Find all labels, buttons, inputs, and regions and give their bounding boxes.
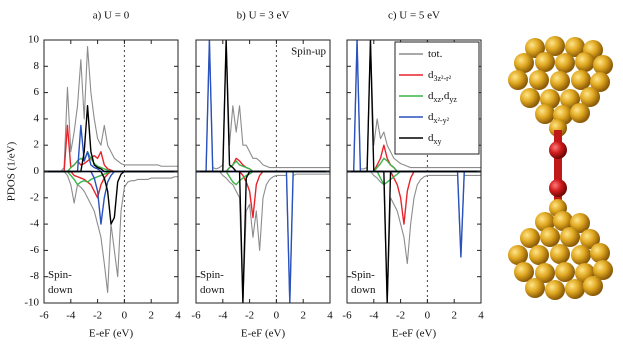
x-tick-label: 4	[327, 310, 333, 322]
x-tick-label: -4	[218, 310, 228, 322]
x-axis-label: E-eF (eV)	[392, 328, 437, 340]
pdos-line	[196, 40, 330, 173]
pdos-line	[44, 170, 178, 225]
x-tick-label: 2	[148, 310, 154, 322]
pdos-line	[196, 170, 330, 303]
x-tick-label: -2	[245, 310, 254, 322]
y-tick-label: -6	[30, 244, 40, 256]
pdos-line	[196, 160, 330, 173]
spin-down-label: Spin-down	[351, 269, 376, 296]
panel: -6 -4 -2 0 2 4 c) U = 5 eV E-eF (eV) Spin-down to…	[342, 10, 484, 340]
legend-label: d3z²-r²	[428, 69, 452, 84]
panel: -6 -4 -2 0 2 4 b) U = 3 eV E-eF (eV) Spin-up Spin…	[191, 10, 333, 340]
y-tick-label: 0	[34, 165, 40, 177]
x-tick-label: -6	[39, 310, 49, 322]
x-tick-label: 0	[274, 310, 280, 322]
y-tick-label: -4	[30, 218, 40, 230]
panel-title: a) U = 0	[93, 10, 130, 22]
x-axis-label: E-eF (eV)	[241, 328, 286, 340]
pdos-line	[347, 170, 481, 303]
x-tick-label: 0	[122, 310, 128, 322]
y-tick-label: -8	[30, 270, 40, 282]
pdos-line	[347, 170, 481, 186]
spin-down-label: Spin-down	[200, 269, 225, 296]
legend-label: dxz,dyz	[428, 90, 457, 105]
y-tick-label: 10	[28, 34, 40, 46]
y-tick-label: -10	[24, 297, 39, 309]
x-tick-label: -4	[66, 310, 76, 322]
pdos-line	[196, 40, 330, 173]
pdos-line	[347, 170, 481, 258]
pdos-line	[44, 170, 178, 225]
legend-label: dxy	[428, 132, 442, 147]
y-tick-label: 6	[34, 86, 40, 98]
legend: tot. d3z²-r² dxz,dyz dx²-y² dxy	[394, 41, 480, 155]
pdos-line	[196, 40, 330, 173]
y-axis-label: PDOS (1/eV)	[6, 141, 18, 201]
y-tick-label: -2	[30, 191, 39, 203]
panel-title: b) U = 3 eV	[237, 10, 290, 22]
plot-area	[196, 40, 330, 303]
pdos-line	[44, 46, 178, 173]
y-tick-label: 4	[34, 112, 40, 124]
x-tick-label: 2	[300, 310, 306, 322]
x-axis-label: E-eF (eV)	[89, 328, 134, 340]
x-tick-label: -2	[93, 310, 102, 322]
x-tick-label: -6	[191, 310, 201, 322]
plot-area	[347, 40, 481, 303]
y-tick-label: 8	[34, 60, 40, 72]
x-tick-label: -2	[396, 310, 405, 322]
pdos-line	[196, 170, 330, 186]
x-tick-label: 2	[451, 310, 457, 322]
panel-title: c) U = 5 eV	[388, 10, 440, 22]
legend-label: tot.	[428, 48, 443, 60]
panel: -6 -4 -2 0 2 4 -10 -8 -6 -4 -2 0 2 4 6 8 10 a) U = 0 E-eF …	[6, 10, 182, 340]
x-tick-label: 4	[175, 310, 181, 322]
legend-box	[394, 41, 480, 155]
plot-area	[44, 46, 178, 294]
spin-up-label: Spin-up	[291, 46, 326, 58]
x-tick-label: -6	[342, 310, 352, 322]
x-tick-label: -4	[369, 310, 379, 322]
x-tick-label: 4	[478, 310, 484, 322]
molecule-structure	[508, 36, 613, 300]
x-tick-label: 0	[425, 310, 431, 322]
y-tick-label: 2	[34, 139, 40, 151]
legend-label: dx²-y²	[428, 111, 450, 126]
spin-down-label: Spin-down	[48, 269, 73, 296]
pdos-line	[196, 170, 330, 219]
